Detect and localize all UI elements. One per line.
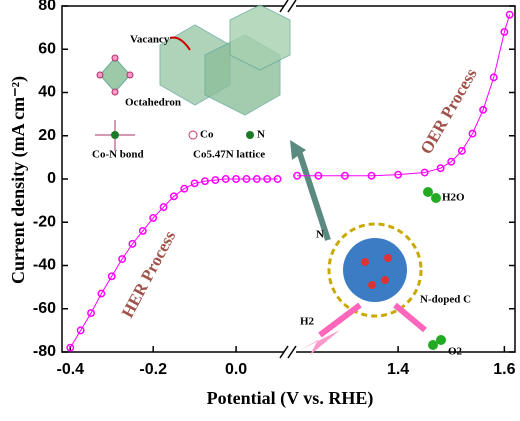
y-tick-label: 20 — [38, 127, 56, 144]
data-point — [221, 175, 230, 183]
data-point — [420, 168, 429, 177]
data-point — [97, 289, 106, 298]
illustration-label: N-doped C — [420, 294, 471, 306]
data-point — [87, 309, 95, 318]
data-point — [180, 184, 189, 193]
annotation: HER Process — [118, 227, 180, 321]
data-point — [149, 213, 158, 222]
illustration-label: Co5.47N lattice — [193, 149, 265, 161]
data-point — [201, 177, 209, 186]
data-point — [293, 171, 302, 180]
data-point — [436, 164, 445, 173]
illustration-label: N — [316, 229, 324, 241]
annotation: OER Process — [417, 65, 481, 158]
data-point — [242, 175, 251, 183]
data-point — [232, 175, 241, 183]
data-point — [447, 157, 456, 166]
illustration-label: H2 — [300, 316, 315, 328]
y-tick-label: 40 — [38, 84, 56, 101]
data-point — [211, 176, 220, 185]
data-point — [169, 192, 178, 201]
series-line — [69, 178, 278, 348]
illustration-label: H2O — [442, 192, 465, 204]
data-point — [118, 255, 127, 263]
data-point — [66, 343, 75, 352]
data-point — [252, 175, 261, 183]
x-tick-label: -0.2 — [139, 361, 167, 378]
data-point — [468, 129, 477, 138]
series-line — [297, 14, 511, 177]
data-point — [489, 73, 498, 82]
data-point — [76, 326, 85, 335]
data-point — [341, 171, 349, 180]
axis-break — [279, 0, 297, 359]
data-point — [263, 175, 272, 183]
y-axis-label: Current density (mA cm⁻²) — [8, 76, 29, 284]
y-tick-label: -80 — [33, 343, 56, 360]
y-tick-label: -60 — [33, 300, 56, 317]
illustration-label: Vacancy — [130, 34, 170, 46]
illustration-label: Octahedron — [125, 97, 181, 109]
x-tick-label: 1.4 — [387, 361, 409, 378]
y-tick-label: -20 — [33, 213, 56, 230]
y-tick-label: 60 — [38, 40, 56, 57]
illustration-label: N — [257, 129, 265, 141]
x-axis-label: Potential (V vs. RHE) — [207, 388, 374, 409]
data-point — [457, 146, 466, 155]
x-tick-label: 0.0 — [225, 361, 247, 378]
data-point — [159, 203, 168, 212]
illustration-label: O2 — [448, 346, 463, 358]
x-tick-label: 1.6 — [493, 361, 515, 378]
data-point — [128, 239, 137, 248]
data-point — [505, 10, 514, 19]
illustration — [95, 4, 446, 355]
data-point — [273, 175, 282, 183]
data-point — [138, 226, 147, 235]
data-point — [190, 179, 199, 188]
y-tick-label: -40 — [33, 257, 56, 274]
data-point — [107, 272, 116, 281]
x-tick-label: -0.4 — [57, 361, 85, 378]
data-point — [479, 105, 488, 114]
data-point — [500, 28, 509, 36]
y-tick-label: 80 — [38, 0, 56, 14]
data-point — [367, 171, 376, 180]
y-tick-label: 0 — [47, 170, 56, 187]
illustration-label: Co — [200, 129, 214, 141]
illustration-label: Co-N bond — [92, 149, 144, 161]
data-point — [394, 170, 403, 179]
data-point — [314, 171, 323, 180]
